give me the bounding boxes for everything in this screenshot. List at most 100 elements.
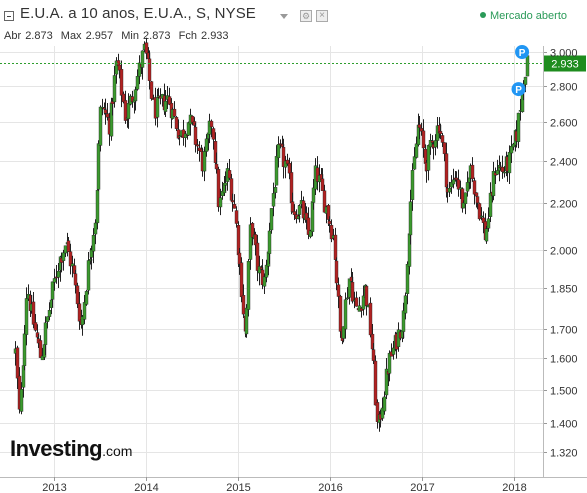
candle[interactable] <box>167 87 172 106</box>
candle[interactable] <box>22 325 27 371</box>
candle[interactable] <box>410 163 415 211</box>
candle[interactable] <box>31 292 36 329</box>
candle[interactable] <box>218 188 223 216</box>
candle[interactable] <box>276 136 281 168</box>
candle[interactable] <box>375 399 380 429</box>
candle[interactable] <box>24 287 29 346</box>
candle[interactable] <box>103 98 108 125</box>
chevron-down-icon[interactable] <box>280 14 288 19</box>
candle[interactable] <box>274 145 279 186</box>
candle[interactable] <box>426 144 431 181</box>
candle[interactable] <box>338 294 343 338</box>
candle[interactable] <box>354 291 359 307</box>
candle[interactable] <box>244 304 249 338</box>
candle[interactable] <box>475 196 480 210</box>
candle[interactable] <box>133 86 138 111</box>
candle[interactable] <box>405 261 410 305</box>
candle[interactable] <box>500 155 505 179</box>
candle[interactable] <box>112 66 117 108</box>
collapse-icon[interactable] <box>4 11 14 21</box>
candle[interactable] <box>412 147 417 170</box>
candle[interactable] <box>311 179 316 210</box>
candle[interactable] <box>333 227 338 266</box>
p-marker-icon[interactable]: P <box>511 82 526 97</box>
candle[interactable] <box>460 187 465 213</box>
candle[interactable] <box>408 189 413 245</box>
candle[interactable] <box>350 271 355 304</box>
candle[interactable] <box>246 258 251 317</box>
candle[interactable] <box>470 157 475 182</box>
candle[interactable] <box>147 50 152 90</box>
candle[interactable] <box>15 345 20 390</box>
close-icon[interactable]: × <box>316 10 328 22</box>
candle[interactable] <box>84 289 89 306</box>
candle[interactable] <box>472 177 477 205</box>
candle[interactable] <box>267 222 272 264</box>
candle[interactable] <box>484 225 489 244</box>
candle[interactable] <box>387 350 392 382</box>
candle[interactable] <box>241 284 246 318</box>
candle[interactable] <box>297 204 302 223</box>
candle[interactable] <box>486 207 491 232</box>
candle[interactable] <box>370 323 375 354</box>
candle[interactable] <box>477 202 482 221</box>
candle[interactable] <box>334 257 339 291</box>
candle[interactable] <box>126 93 131 129</box>
candle[interactable] <box>488 182 493 222</box>
candle[interactable] <box>202 146 207 182</box>
candle[interactable] <box>98 105 103 152</box>
candle[interactable] <box>234 206 239 228</box>
candle[interactable] <box>214 152 219 174</box>
candle[interactable] <box>209 119 214 138</box>
candle[interactable] <box>213 132 218 167</box>
candle[interactable] <box>19 382 24 415</box>
candle[interactable] <box>239 257 244 303</box>
candle[interactable] <box>271 182 276 217</box>
candle[interactable] <box>96 140 101 192</box>
candle[interactable] <box>382 391 387 415</box>
candle[interactable] <box>364 284 369 316</box>
candle[interactable] <box>149 80 154 101</box>
candle[interactable] <box>73 269 78 294</box>
candle[interactable] <box>414 136 419 159</box>
p-marker-icon[interactable]: P <box>515 45 530 59</box>
candle[interactable] <box>456 169 461 197</box>
candle[interactable] <box>336 277 341 309</box>
candle[interactable] <box>155 88 160 128</box>
candle[interactable] <box>119 60 124 108</box>
candle[interactable] <box>322 184 327 213</box>
candle[interactable] <box>86 252 91 295</box>
candle[interactable] <box>181 119 186 146</box>
candle[interactable] <box>373 355 378 406</box>
candlestick-series[interactable] <box>13 37 530 432</box>
candle[interactable] <box>516 112 521 149</box>
candle[interactable] <box>384 357 389 399</box>
candle[interactable] <box>82 295 87 325</box>
candle[interactable] <box>368 297 373 338</box>
candle[interactable] <box>269 208 274 234</box>
candle[interactable] <box>72 258 77 277</box>
instrument-title[interactable]: E.U.A. a 10 anos, E.U.A., S, NYSE <box>20 5 256 22</box>
candle[interactable] <box>438 123 443 140</box>
candle[interactable] <box>306 207 311 240</box>
candle[interactable] <box>174 116 179 131</box>
candle[interactable] <box>347 278 352 305</box>
candle[interactable] <box>463 192 468 215</box>
candle[interactable] <box>43 316 48 356</box>
candle[interactable] <box>401 302 406 339</box>
candle[interactable] <box>440 132 445 147</box>
candle[interactable] <box>177 134 182 146</box>
candle[interactable] <box>320 168 325 191</box>
candle[interactable] <box>371 342 376 364</box>
candle[interactable] <box>421 119 426 158</box>
candle[interactable] <box>491 161 496 201</box>
gear-icon[interactable]: ⚙ <box>300 10 312 22</box>
candle[interactable] <box>343 292 348 339</box>
candle[interactable] <box>216 166 221 212</box>
candle[interactable] <box>140 50 145 80</box>
candle[interactable] <box>403 292 408 320</box>
candle[interactable] <box>172 101 177 118</box>
candle[interactable] <box>193 122 198 153</box>
candle[interactable] <box>451 168 456 189</box>
